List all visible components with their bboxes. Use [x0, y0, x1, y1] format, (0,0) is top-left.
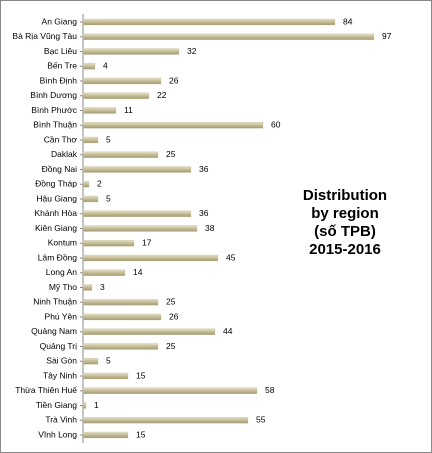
bar — [82, 107, 117, 114]
category-label: Đồng Tháp — [35, 179, 77, 189]
bar — [82, 343, 159, 350]
value-label: 3 — [100, 282, 105, 292]
category-label: Ninh Thuận — [33, 297, 77, 307]
category-label: Tiền Giang — [36, 400, 78, 410]
category-label: Thừa Thiên Huế — [15, 385, 77, 395]
bar — [82, 136, 99, 144]
category-label: Trà Vinh — [45, 415, 77, 425]
value-label: 58 — [265, 385, 275, 395]
category-label: Mỹ Tho — [49, 282, 77, 292]
bar — [82, 284, 93, 291]
value-label: 11 — [124, 105, 133, 115]
category-label: Daklak — [51, 149, 78, 159]
value-label: 25 — [166, 297, 176, 307]
category-label: Bến Tre — [47, 61, 77, 71]
value-label: 2 — [97, 179, 102, 189]
category-label: Kiên Giang — [35, 223, 77, 233]
bar — [82, 151, 159, 158]
bar — [82, 402, 87, 409]
value-label: 45 — [226, 252, 236, 262]
category-label: Bình Phước — [31, 105, 78, 115]
value-label: 60 — [271, 120, 281, 130]
category-label: Khánh Hòa — [34, 208, 77, 218]
bar — [82, 372, 129, 380]
bar — [82, 166, 192, 173]
category-label: Phú Yên — [45, 311, 78, 321]
category-label: Lâm Đồng — [38, 252, 77, 262]
value-label: 15 — [136, 370, 146, 380]
chart-title: by region — [311, 205, 379, 222]
bar — [82, 18, 336, 26]
bar — [82, 358, 99, 365]
value-label: 26 — [169, 75, 179, 85]
value-label: 15 — [136, 429, 146, 439]
category-label: Bình Định — [40, 75, 78, 85]
category-label: Sài Gòn — [46, 356, 77, 366]
bar — [82, 77, 162, 85]
value-label: 4 — [103, 61, 108, 71]
category-label: Long An — [46, 267, 77, 277]
bar — [82, 225, 198, 232]
category-label: Bình Thuận — [33, 120, 77, 130]
bar — [82, 240, 135, 247]
bar — [82, 181, 90, 188]
value-label: 36 — [199, 208, 209, 218]
bar — [82, 299, 159, 306]
category-label: Bạc Liêu — [44, 46, 77, 56]
value-label: 14 — [133, 267, 143, 277]
category-label: Tây Ninh — [43, 370, 77, 380]
value-label: 5 — [106, 134, 111, 144]
bar — [82, 48, 180, 55]
bar — [82, 254, 219, 262]
category-label: Quảng Trị — [40, 341, 77, 351]
bar — [82, 92, 150, 99]
bar — [82, 328, 216, 335]
value-label: 26 — [169, 311, 179, 321]
category-label: Hậu Giang — [36, 193, 77, 203]
bar — [82, 269, 126, 276]
bar — [82, 313, 162, 321]
bar — [82, 122, 264, 129]
chart-title: Distribution — [303, 187, 387, 204]
category-label: Bình Dương — [30, 90, 77, 100]
value-label: 32 — [187, 46, 197, 56]
category-label: Bà Rịa Vũng Tàu — [12, 31, 77, 41]
value-label: 38 — [205, 223, 215, 233]
value-label: 84 — [343, 16, 353, 26]
category-label: An Giang — [42, 16, 78, 26]
bar — [82, 33, 375, 40]
value-label: 44 — [223, 326, 233, 336]
chart-title: (số TPB) — [314, 223, 376, 240]
bar — [82, 63, 96, 70]
value-label: 36 — [199, 164, 209, 174]
value-label: 17 — [142, 238, 152, 248]
value-label: 5 — [106, 356, 111, 366]
value-label: 1 — [94, 400, 99, 410]
category-label: Quảng Nam — [31, 326, 77, 336]
bar — [82, 195, 99, 203]
category-label: Kontum — [48, 238, 77, 248]
value-label: 25 — [166, 341, 176, 351]
value-label: 22 — [157, 90, 167, 100]
value-label: 25 — [166, 149, 176, 159]
bar — [82, 417, 249, 424]
category-label: Cần Thơ — [44, 134, 78, 144]
bar — [82, 431, 129, 439]
bar — [82, 387, 258, 394]
category-label: Vĩnh Long — [38, 429, 77, 439]
value-label: 5 — [106, 193, 111, 203]
bar — [82, 210, 192, 217]
value-label: 55 — [256, 415, 266, 425]
value-label: 97 — [382, 31, 392, 41]
category-label: Đồng Nai — [42, 164, 78, 174]
chart-title: 2015-2016 — [309, 241, 381, 258]
